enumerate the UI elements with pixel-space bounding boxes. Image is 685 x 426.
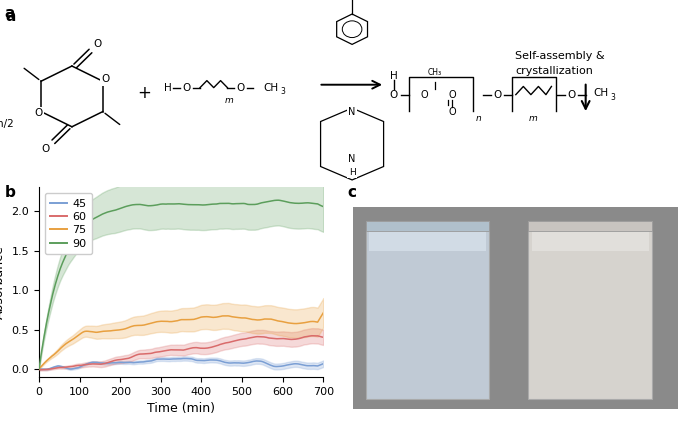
Text: O: O: [94, 39, 102, 49]
Text: m: m: [529, 114, 537, 123]
Text: a: a: [5, 6, 15, 21]
Text: O: O: [101, 75, 110, 84]
Text: O: O: [42, 144, 50, 154]
Text: O: O: [390, 89, 398, 100]
Text: +: +: [137, 84, 151, 103]
Text: crystallization: crystallization: [515, 66, 593, 76]
Bar: [366, 221, 489, 399]
Text: CH₃: CH₃: [428, 68, 442, 77]
Text: b: b: [0, 425, 1, 426]
Bar: [369, 227, 486, 251]
X-axis label: Time (min): Time (min): [147, 402, 215, 415]
Text: O: O: [493, 89, 501, 100]
Text: Self-assembly &: Self-assembly &: [515, 51, 605, 60]
Text: H: H: [390, 71, 398, 81]
Text: n: n: [475, 114, 481, 123]
Text: CH: CH: [264, 83, 279, 92]
Text: O: O: [448, 107, 456, 117]
Text: b: b: [5, 185, 16, 200]
Text: H: H: [164, 83, 172, 92]
Bar: [532, 227, 649, 251]
Text: H: H: [349, 168, 356, 177]
Text: O: O: [567, 89, 575, 100]
Text: N: N: [349, 154, 356, 164]
Bar: [366, 221, 489, 231]
Text: O: O: [421, 89, 429, 100]
Text: O: O: [182, 83, 190, 92]
Bar: [528, 221, 652, 231]
Text: b: b: [0, 425, 1, 426]
Text: n/2: n/2: [0, 119, 14, 129]
Text: c: c: [0, 425, 1, 426]
Text: N: N: [349, 107, 356, 117]
Text: O: O: [34, 108, 42, 118]
Legend: 45, 60, 75, 90: 45, 60, 75, 90: [45, 193, 92, 254]
Bar: [528, 221, 652, 399]
Text: CH: CH: [593, 89, 608, 98]
Text: 3: 3: [610, 93, 615, 102]
Text: m: m: [225, 96, 234, 105]
Text: O: O: [236, 83, 245, 92]
Text: a: a: [5, 9, 16, 24]
Text: O: O: [448, 89, 456, 100]
Text: 3: 3: [281, 87, 286, 96]
Y-axis label: Absorbance: Absorbance: [0, 245, 6, 319]
Text: c: c: [347, 185, 356, 200]
